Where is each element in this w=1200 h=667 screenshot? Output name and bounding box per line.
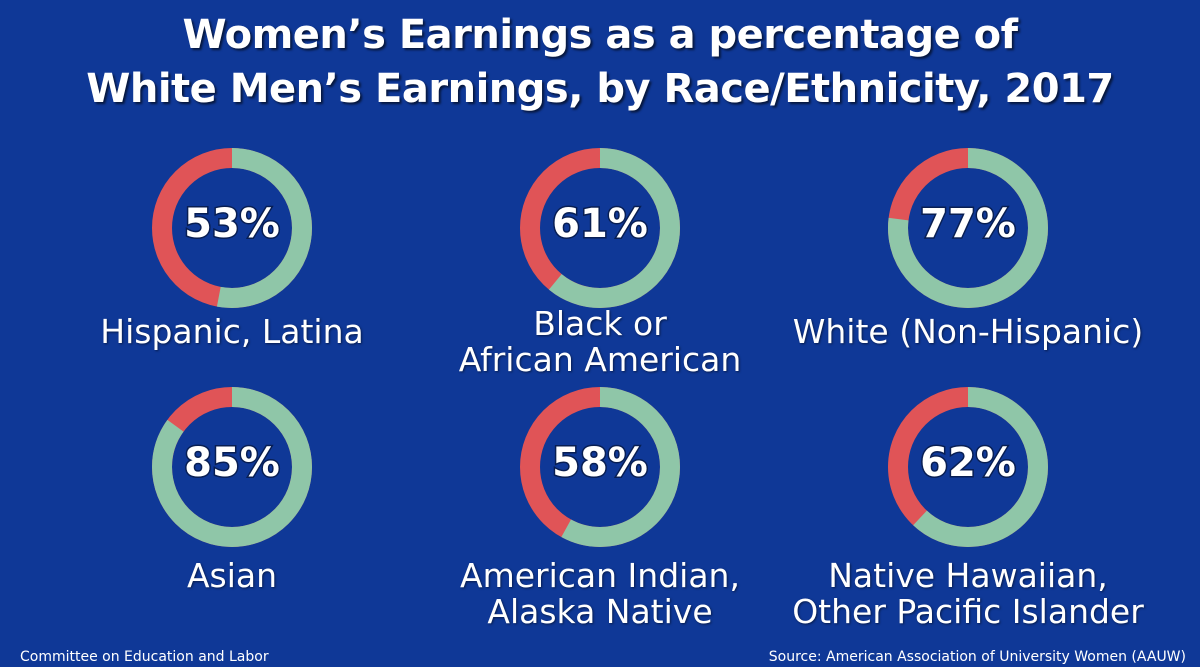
title-line-1: Women’s Earnings as a percentage of bbox=[182, 12, 1018, 58]
donut-black-or-african-american: 61% bbox=[520, 148, 680, 308]
donut-american-indian-alaska-native: 58% bbox=[520, 387, 680, 547]
donut-percentage-label: 62% bbox=[920, 440, 1016, 486]
donut-percentage-label: 85% bbox=[184, 440, 280, 486]
donut-percentage-label: 61% bbox=[552, 201, 648, 247]
donut-percentage-label: 53% bbox=[184, 201, 280, 247]
footer-credit: Committee on Education and Labor bbox=[20, 649, 269, 665]
group-label-black-or-african-american: Black or African American bbox=[400, 306, 800, 378]
group-label-line: Other Pacific Islander bbox=[792, 592, 1144, 631]
group-label-american-indian-alaska-native: American Indian, Alaska Native bbox=[400, 558, 800, 630]
donut-asian: 85% bbox=[152, 387, 312, 547]
title-line-2: White Men’s Earnings, by Race/Ethnicity,… bbox=[86, 66, 1114, 112]
chart-title: Women’s Earnings as a percentage of Whit… bbox=[0, 8, 1200, 116]
group-label-asian: Asian bbox=[32, 558, 432, 594]
donut-earnings-slice bbox=[888, 148, 1048, 308]
group-label-line: African American bbox=[458, 340, 742, 379]
donut-earnings-slice bbox=[152, 148, 312, 308]
donut-earnings-slice bbox=[520, 148, 680, 308]
donut-white-non-hispanic: 77% bbox=[888, 148, 1048, 308]
group-label-line: White (Non-Hispanic) bbox=[792, 312, 1144, 351]
group-label-hispanic-latina: Hispanic, Latina bbox=[32, 314, 432, 350]
group-label-line: Hispanic, Latina bbox=[100, 312, 364, 351]
group-label-native-hawaiian-other-pacific-islander: Native Hawaiian, Other Pacific Islander bbox=[768, 558, 1168, 630]
donut-earnings-slice bbox=[152, 387, 312, 547]
group-label-white-non-hispanic: White (Non-Hispanic) bbox=[768, 314, 1168, 350]
donut-percentage-label: 58% bbox=[552, 440, 648, 486]
group-label-line: American Indian, bbox=[460, 556, 740, 595]
group-label-line: Black or bbox=[533, 304, 667, 343]
donut-percentage-label: 77% bbox=[920, 201, 1016, 247]
group-label-line: Native Hawaiian, bbox=[828, 556, 1108, 595]
donut-earnings-slice bbox=[520, 387, 680, 547]
donut-native-hawaiian-other-pacific-islander: 62% bbox=[888, 387, 1048, 547]
donut-hispanic-latina: 53% bbox=[152, 148, 312, 308]
group-label-line: Asian bbox=[186, 556, 278, 595]
group-label-line: Alaska Native bbox=[487, 592, 713, 631]
donut-earnings-slice bbox=[888, 387, 1048, 547]
footer-source: Source: American Association of Universi… bbox=[768, 649, 1186, 665]
